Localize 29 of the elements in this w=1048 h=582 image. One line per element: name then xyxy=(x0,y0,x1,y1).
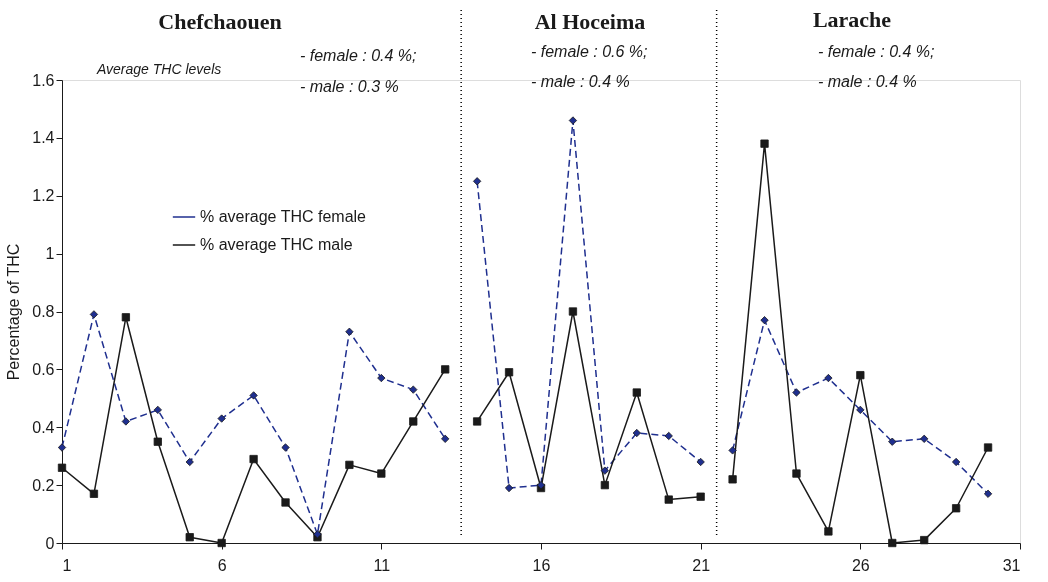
text: Chefchaouen xyxy=(158,9,282,34)
text: Average THC levels xyxy=(96,61,222,77)
y-tick-label: 0.8 xyxy=(32,303,55,320)
x-tick-label: 1 xyxy=(62,556,72,574)
y-tick-label: 1.4 xyxy=(32,129,55,147)
text: - female : 0.4 %; xyxy=(818,43,935,60)
text: Larache xyxy=(812,7,892,32)
x-tick-label: 31 xyxy=(1002,556,1021,574)
text: - female : 0.6 %; xyxy=(531,43,648,60)
text: Al Hoceima xyxy=(534,9,646,34)
y-tick-label: 0.6 xyxy=(32,360,55,378)
text: - female : 0.4 %; xyxy=(300,47,417,64)
annotation: - male : 0.4 % xyxy=(531,73,630,90)
legend-label: % average THC male xyxy=(200,236,353,253)
x-tick-label: 16 xyxy=(532,556,551,574)
x-tick-label: 26 xyxy=(851,556,870,574)
y-tick-label: 0.2 xyxy=(32,476,55,494)
x-tick-label: 6 xyxy=(217,556,227,574)
annotation: - male : 0.3 % xyxy=(300,78,399,95)
y-tick-label: 0.4 xyxy=(32,418,55,436)
legend-label: % average THC female xyxy=(200,208,367,225)
annotation: - male : 0.4 % xyxy=(818,73,917,90)
y-tick-label: 1.2 xyxy=(32,187,55,205)
y-tick-label: 0 xyxy=(45,534,55,552)
y-tick-label: 1.6 xyxy=(32,71,55,89)
y-tick-label: 1 xyxy=(45,245,55,263)
y-axis-title: Percentage of THC xyxy=(5,243,23,381)
x-tick-label: 11 xyxy=(373,556,391,574)
x-tick-label: 21 xyxy=(692,556,711,574)
